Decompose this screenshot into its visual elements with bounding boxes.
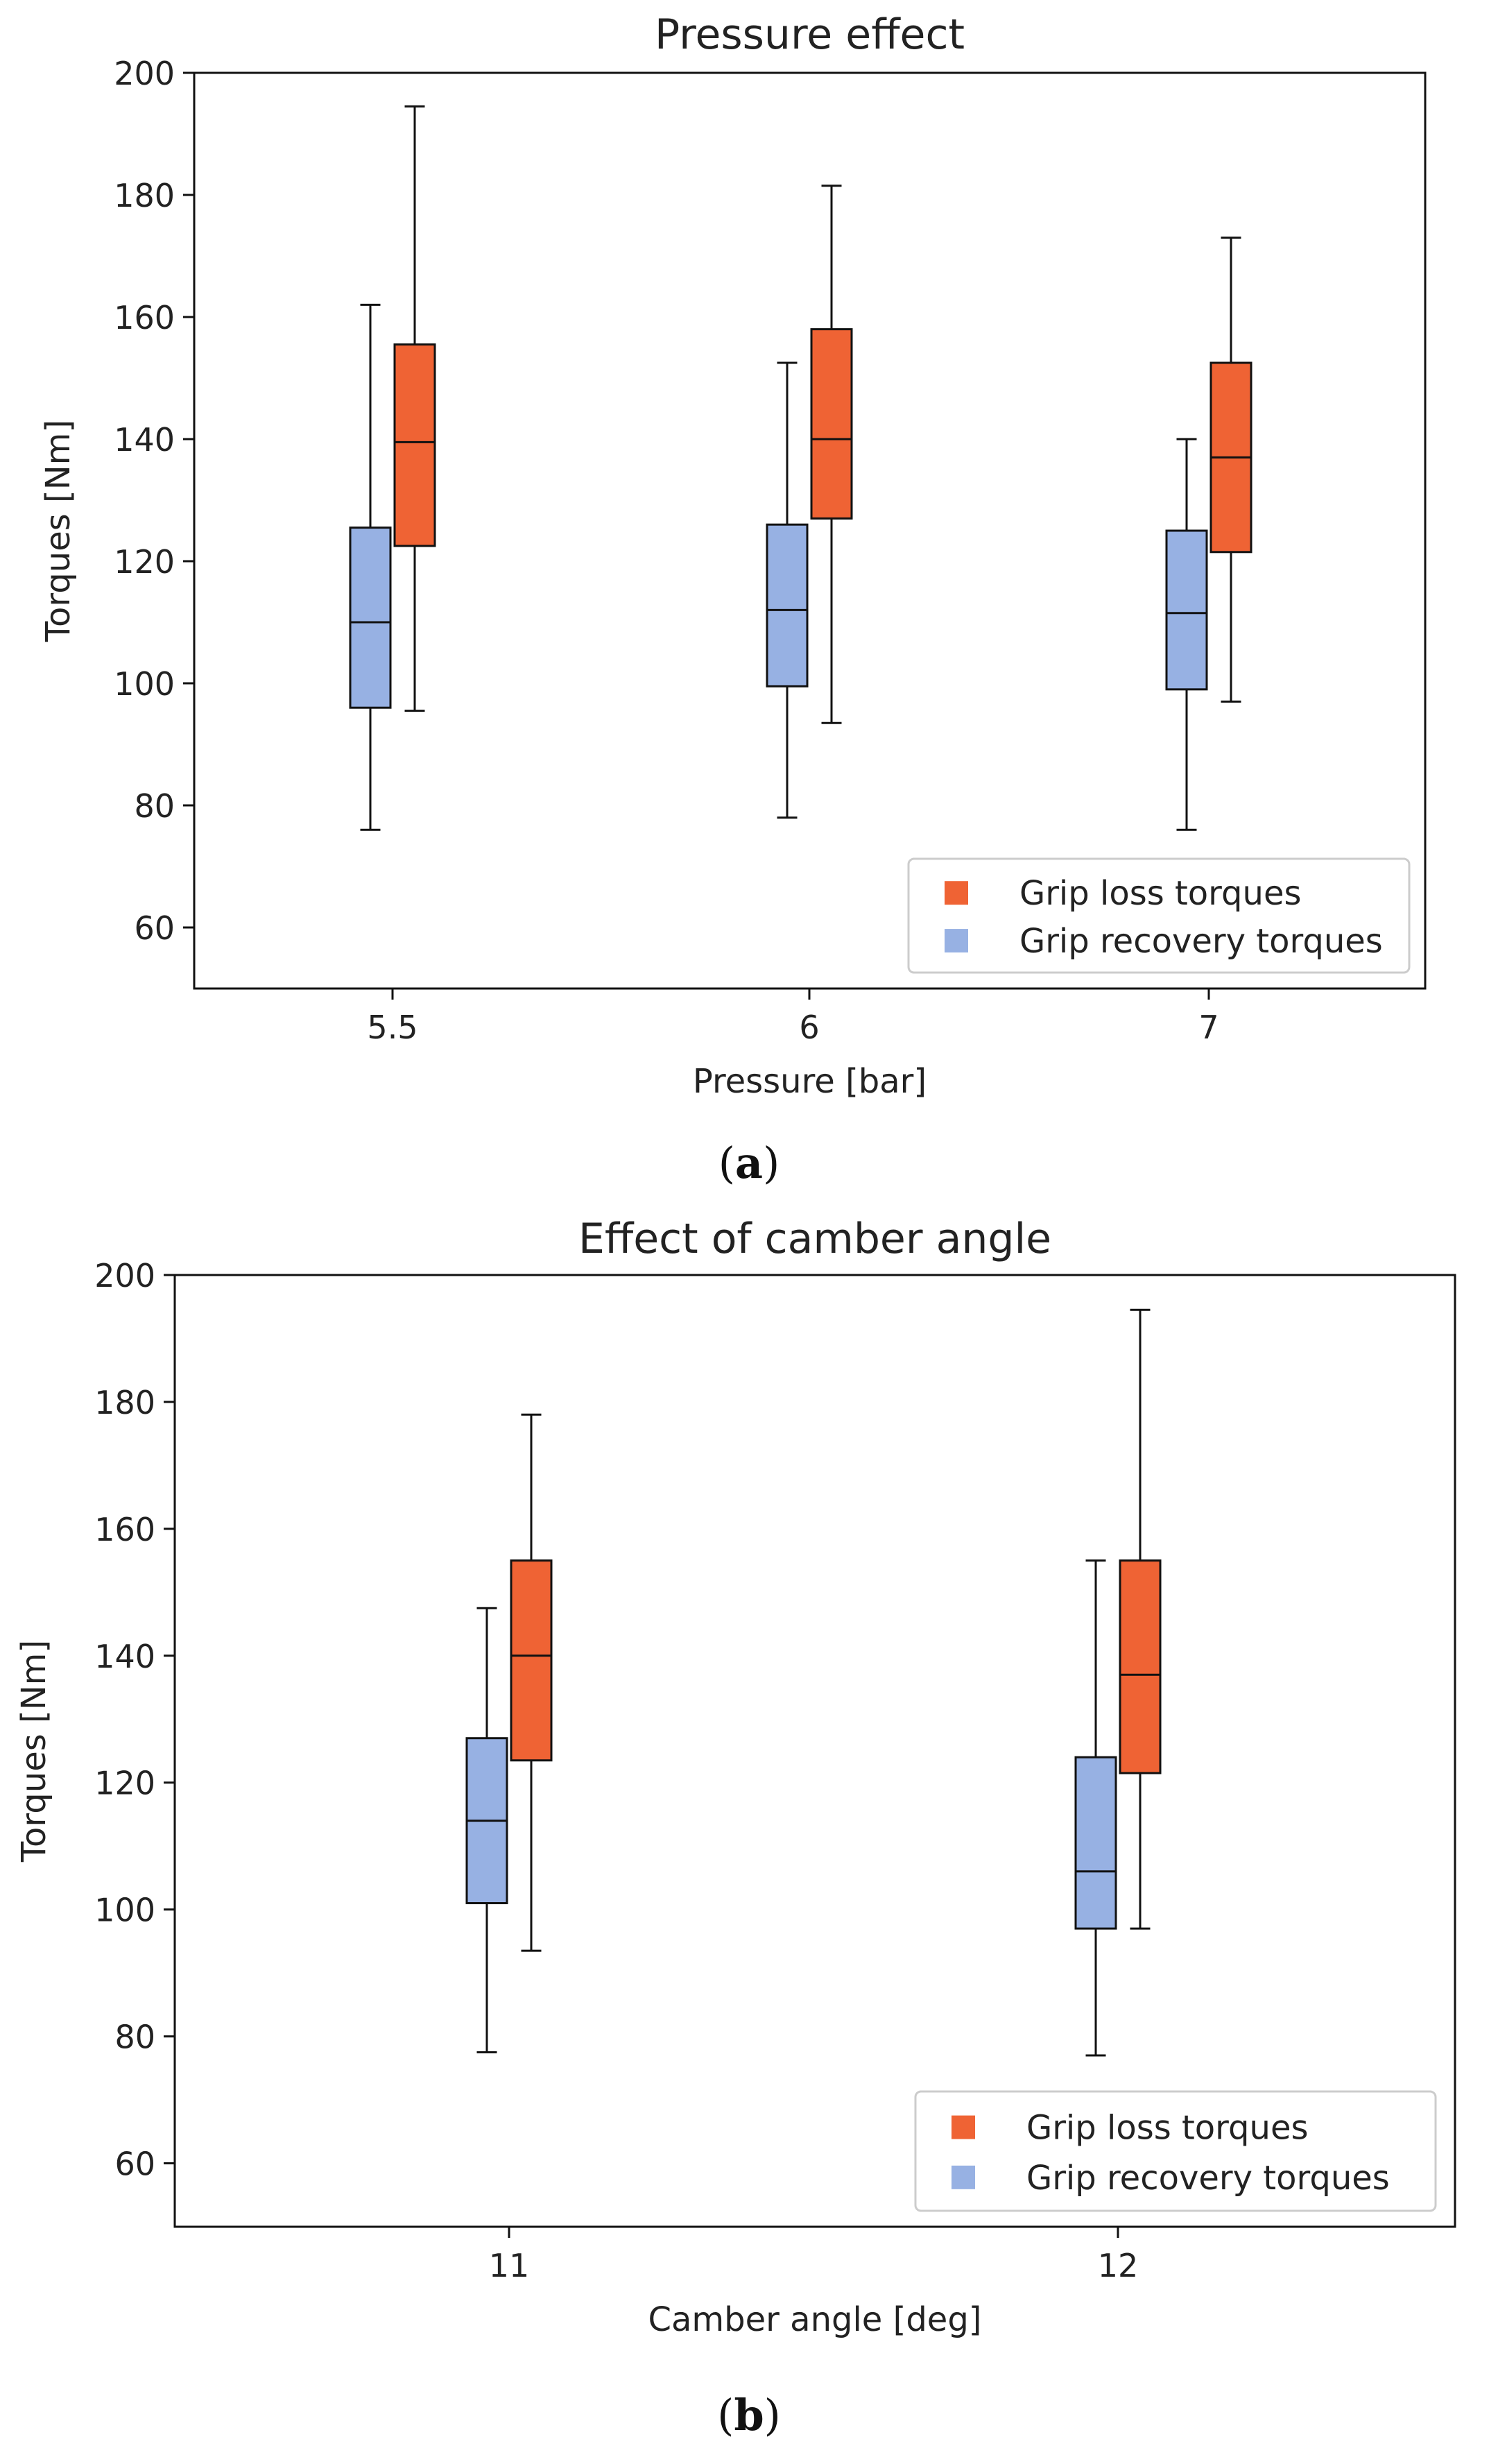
legend-swatch: [945, 929, 968, 953]
box-grip-loss-12: [1119, 1308, 1162, 1930]
y-axis-label: Torques [Nm]: [15, 1640, 53, 1863]
y-tick-label: 100: [114, 665, 175, 703]
y-tick-label: 180: [94, 1384, 155, 1421]
iqr-box: [1165, 529, 1208, 691]
legend: Grip loss torques Grip recovery torques: [914, 2090, 1437, 2212]
y-tick-label: 200: [94, 1257, 155, 1294]
chart-pressure-effect: Pressure effect 60 80 100 120 140 160 180 200 Tor…: [39, 10, 1427, 1101]
box-grip-recovery-6: [766, 361, 809, 819]
box-grip-loss-7: [1209, 237, 1252, 703]
iqr-box: [810, 328, 853, 520]
chart-camber-angle: Effect of camber angle 60 80 100 120 140 160 18…: [15, 1215, 1456, 2339]
y-axis-label: Torques [Nm]: [39, 420, 78, 642]
plot-frame: [173, 1274, 1456, 2228]
chart-title: Effect of camber angle: [578, 1215, 1051, 1263]
box-grip-recovery-12: [1074, 1559, 1117, 2057]
y-tick-label: 80: [134, 787, 175, 825]
box-grip-recovery-11: [465, 1607, 508, 2053]
y-tick-label: 140: [94, 1638, 155, 1675]
caption-a: (a): [718, 1138, 780, 1188]
chart-title: Pressure effect: [655, 10, 965, 59]
x-tick-label: 12: [1098, 2247, 1139, 2284]
iqr-box: [393, 343, 436, 547]
iqr-box: [1119, 1559, 1162, 1774]
x-tick-label: 6: [799, 1009, 819, 1046]
y-tick-label: 60: [114, 2146, 155, 2183]
x-axis-label: Pressure [bar]: [693, 1062, 927, 1101]
box-grip-recovery-7: [1165, 438, 1208, 831]
legend-label: Grip recovery torques: [1019, 922, 1383, 961]
box-grip-recovery-5.5: [349, 303, 392, 831]
caption-b-letter: b: [734, 2390, 764, 2440]
caption-a-letter: a: [734, 1138, 764, 1188]
y-tick-label: 200: [114, 55, 175, 92]
legend-frame: [907, 857, 1411, 974]
y-tick-label: 120: [94, 1765, 155, 1802]
iqr-box: [510, 1559, 553, 1762]
y-tick-label: 80: [114, 2019, 155, 2056]
box-grip-loss-6: [810, 185, 853, 724]
caption-b: (b): [717, 2390, 781, 2440]
legend-label: Grip loss torques: [1019, 874, 1301, 913]
x-tick-label: 5.5: [367, 1009, 417, 1046]
y-tick-label: 120: [114, 543, 175, 581]
iqr-box: [1074, 1756, 1117, 1930]
y-tick-label: 60: [134, 909, 175, 947]
x-tick-label: 11: [489, 2247, 530, 2284]
box-grip-loss-11: [510, 1413, 553, 1952]
y-tick-label: 140: [114, 421, 175, 459]
y-tick-label: 100: [94, 1892, 155, 1929]
iqr-box: [349, 527, 392, 709]
x-axis-label: Camber angle [deg]: [648, 2300, 981, 2339]
legend-label: Grip recovery torques: [1026, 2159, 1390, 2198]
legend-swatch: [952, 2115, 975, 2139]
y-tick-label: 160: [114, 299, 175, 336]
legend-swatch: [952, 2165, 975, 2189]
box-grip-loss-5.5: [393, 105, 436, 712]
legend-swatch: [945, 881, 968, 905]
legend-label: Grip loss torques: [1026, 2109, 1308, 2148]
y-tick-label: 160: [94, 1511, 155, 1548]
iqr-box: [766, 523, 809, 687]
y-tick-label: 180: [114, 177, 175, 214]
legend: Grip loss torques Grip recovery torques: [907, 857, 1411, 974]
legend-frame: [914, 2090, 1437, 2212]
x-tick-label: 7: [1198, 1009, 1219, 1046]
